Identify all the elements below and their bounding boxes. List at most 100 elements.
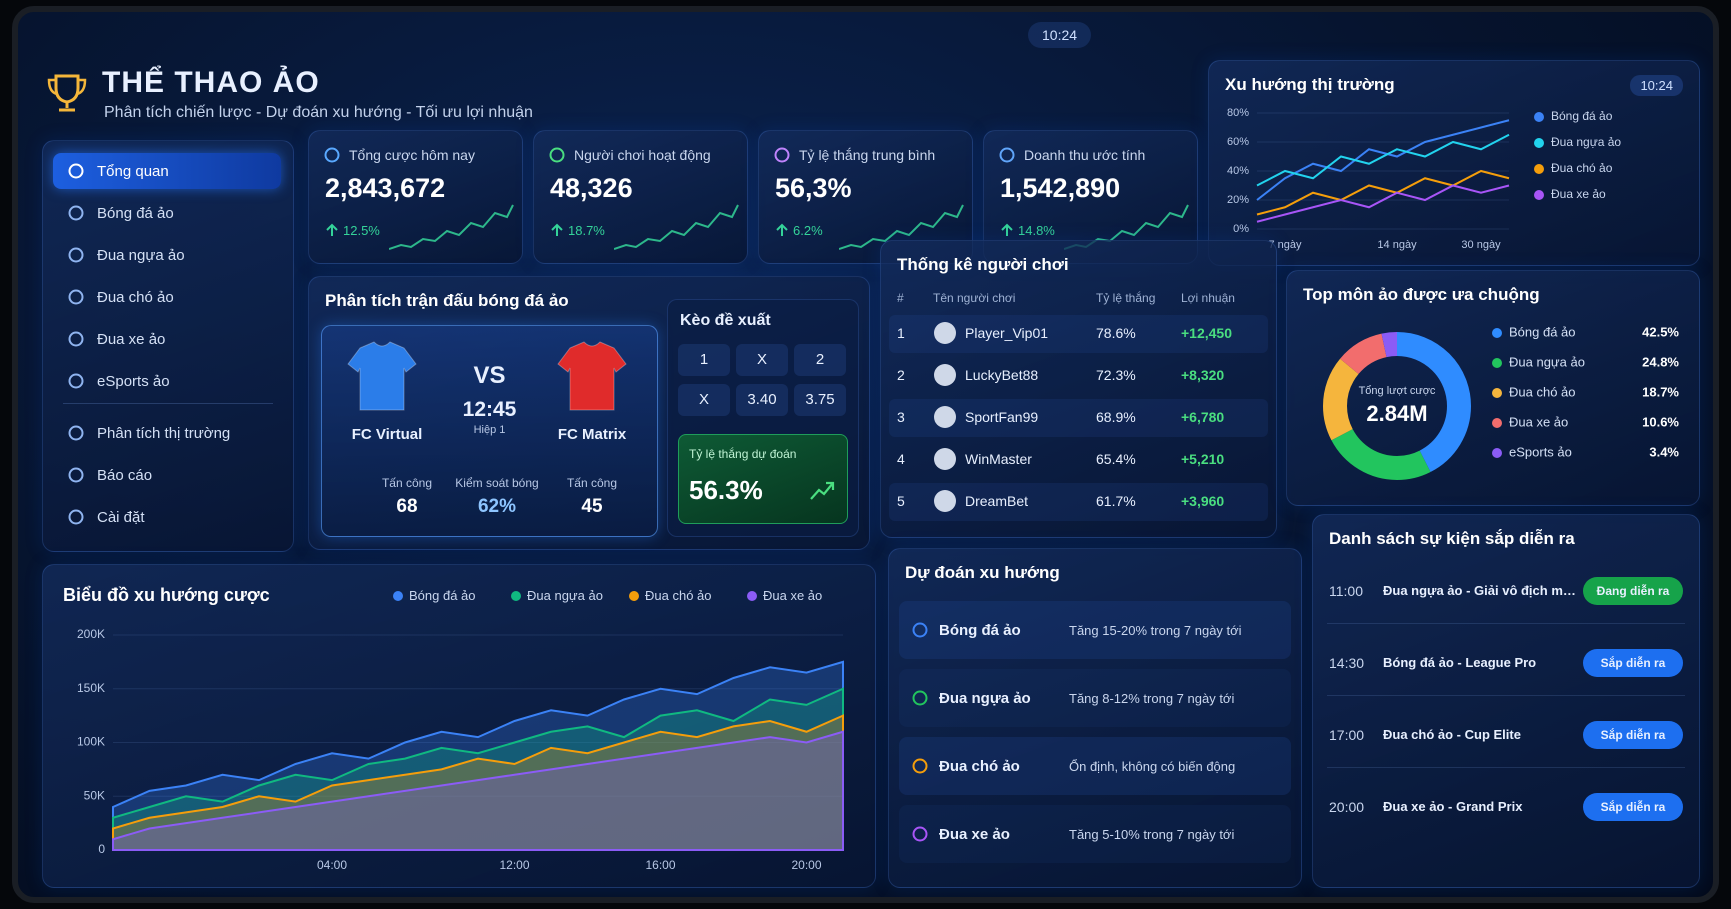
kpi-label: Người chơi hoạt động <box>574 147 711 163</box>
arrow-shape <box>326 223 338 236</box>
event-name: Đua chó ảo - Cup Elite <box>1383 727 1521 742</box>
icon <box>68 247 84 263</box>
y-tick-label: 20% <box>1227 194 1249 206</box>
y-tick-label: 100K <box>77 735 105 749</box>
cell: 65.4% <box>1096 451 1136 467</box>
cell: +8,320 <box>1181 367 1225 383</box>
kpi-value: 48,326 <box>550 173 633 203</box>
event-status[interactable]: Sắp diễn ra <box>1583 721 1683 749</box>
odds-cell[interactable]: X <box>736 344 788 376</box>
prediction-box: Tỷ lệ thắng dự đoán 56.3% <box>678 434 848 524</box>
donut-segment <box>1323 332 1471 480</box>
stat-value: 45 <box>581 496 603 517</box>
app-subtitle: Phân tích chiến lược - Dự đoán xu hướng … <box>104 104 533 121</box>
kpi-change: 14.8% <box>1018 223 1055 238</box>
nav-label: Đua chó ảo <box>97 289 174 306</box>
icon-shape <box>549 147 565 163</box>
icon <box>999 147 1015 163</box>
panel-title: Danh sách sự kiện sắp diễn ra <box>1329 529 1575 548</box>
event-time: 11:00 <box>1329 583 1363 599</box>
avatar <box>934 406 956 428</box>
nav-item[interactable]: Đua xe ảo <box>53 321 281 357</box>
event-status[interactable]: Sắp diễn ra <box>1583 793 1683 821</box>
x-tick-label: 12:00 <box>499 858 529 872</box>
donut-chart: Tổng lượt cược 2.84M Bóng đá ảo 42.5% Đua ng… <box>1323 324 1679 480</box>
value-label: 10.6% <box>1642 414 1679 429</box>
event-name: Đua ngựa ảo - Giải vô địch mùa thu <box>1383 583 1578 598</box>
nav-item[interactable]: Bóng đá ảo <box>53 195 281 231</box>
donut-segment <box>1323 332 1471 480</box>
y-tick-label: 0% <box>1233 223 1249 235</box>
nav-item[interactable]: eSports ảo <box>53 363 281 399</box>
event-time: 17:00 <box>1329 727 1365 743</box>
y-tick-label: 0 <box>98 842 105 856</box>
cell: 72.3% <box>1096 367 1136 383</box>
icon-shape <box>324 147 340 163</box>
nav-item[interactable]: Cài đặt <box>53 499 281 535</box>
nav-item[interactable]: Phân tích thị trường <box>53 415 281 451</box>
cell: 5 <box>897 493 905 509</box>
cell: LuckyBet88 <box>965 367 1039 383</box>
sparkline <box>389 204 514 250</box>
divider <box>1327 695 1685 696</box>
avatar-shape <box>934 448 956 470</box>
icon-shape <box>68 289 84 305</box>
legend-dot <box>511 591 521 601</box>
series-line <box>1256 119 1510 201</box>
icon <box>774 147 790 163</box>
icon-shape <box>999 147 1015 163</box>
legend-label: Đua ngựa ảo <box>1551 135 1621 149</box>
icon <box>68 331 84 347</box>
event-time: 20:00 <box>1329 799 1365 815</box>
prediction-name: Đua chó ảo <box>939 758 1020 775</box>
kpi-value: 1,542,890 <box>1000 173 1121 203</box>
odds-cell[interactable]: X <box>678 384 730 416</box>
nav-item[interactable]: Đua chó ảo <box>53 279 281 315</box>
x-tick-label: 30 ngày <box>1461 239 1501 251</box>
legend-label: Đua ngựa ảo <box>1509 354 1585 369</box>
nav-item[interactable]: Báo cáo <box>53 457 281 493</box>
y-tick-label: 80% <box>1227 107 1249 119</box>
avatar-shape <box>934 322 956 344</box>
panel-title: Xu hướng thị trường <box>1225 75 1395 94</box>
match-time: 12:45 <box>462 398 517 421</box>
cell: +6,780 <box>1181 409 1225 425</box>
donut-center-value: 2.84M <box>1366 401 1427 426</box>
trend-arrow <box>810 481 835 500</box>
odds-cell[interactable]: 3.75 <box>794 384 846 416</box>
legend-dot <box>1492 328 1502 338</box>
prediction-value: 56.3% <box>689 475 763 505</box>
players-panel: Thống kê người chơi # Tên người chơi Tỷ lệ … <box>880 240 1277 538</box>
nav-item[interactable]: Tổng quan <box>53 153 281 189</box>
y-tick-label: 150K <box>77 681 105 695</box>
cell: SportFan99 <box>965 409 1039 425</box>
legend-item: Đua ngựa ảo <box>511 587 629 605</box>
x-tick-label: 20:00 <box>791 858 821 872</box>
icon-shape <box>68 163 84 179</box>
value-label: 3.4% <box>1649 444 1679 459</box>
y-tick-label: 40% <box>1227 165 1249 177</box>
odds-cell[interactable]: 2 <box>794 344 846 376</box>
kpi-change: 6.2% <box>793 223 823 238</box>
event-status[interactable]: Đang diễn ra <box>1583 577 1683 605</box>
kpi-card: Tổng cược hôm nay 2,843,672 12.5% <box>308 130 523 264</box>
legend-dot <box>747 591 757 601</box>
cell: WinMaster <box>965 451 1032 467</box>
y-tick-label: 50K <box>84 788 105 802</box>
odds-cell[interactable]: 3.40 <box>736 384 788 416</box>
event-status[interactable]: Sắp diễn ra <box>1583 649 1683 677</box>
kpi-value: 2,843,672 <box>325 173 446 203</box>
legend-item: Bóng đá ảo <box>393 587 511 605</box>
icon-shape <box>68 509 84 525</box>
icon-shape <box>68 331 84 347</box>
series-area <box>112 687 844 851</box>
cell: 2 <box>897 367 905 383</box>
legend-dot <box>1534 190 1544 200</box>
nav-item[interactable]: Đua ngựa ảo <box>53 237 281 273</box>
sparkline-line <box>389 204 514 250</box>
odds-cell[interactable]: 1 <box>678 344 730 376</box>
cell: +12,450 <box>1181 325 1232 341</box>
icon <box>68 373 84 389</box>
panel-title: Top môn ảo được ưa chuộng <box>1303 285 1540 304</box>
